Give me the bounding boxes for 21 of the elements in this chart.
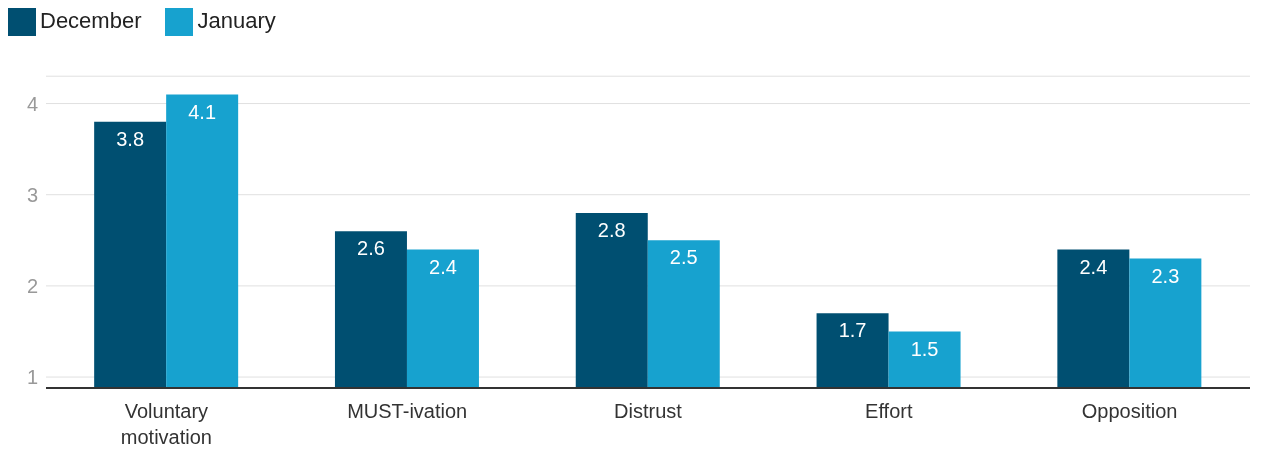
data-label: 2.3 — [1151, 264, 1180, 287]
data-label: 4.1 — [188, 100, 217, 123]
y-tick-label: 4 — [26, 92, 38, 115]
data-label: 2.4 — [429, 255, 457, 278]
y-tick-label: 3 — [26, 183, 38, 206]
data-label: 1.5 — [910, 337, 939, 360]
x-tick-label: Effort — [865, 400, 913, 422]
legend-label: December — [40, 8, 142, 33]
legend-label: January — [197, 8, 276, 33]
data-label: 2.5 — [669, 246, 698, 269]
data-label: 2.6 — [357, 237, 385, 260]
y-tick-label: 2 — [26, 274, 38, 297]
data-label: 2.8 — [597, 219, 626, 242]
data-label: 2.4 — [1079, 255, 1108, 278]
x-tick-label: Distrust — [614, 400, 683, 422]
x-tick-label: MUST-ivation — [347, 400, 468, 422]
data-label: 3.8 — [116, 127, 145, 150]
y-tick-label: 1 — [26, 366, 38, 389]
x-tick-label: Opposition — [1081, 400, 1178, 422]
x-tick-label: Voluntary motivation — [120, 400, 212, 448]
data-label: 1.7 — [838, 319, 867, 342]
